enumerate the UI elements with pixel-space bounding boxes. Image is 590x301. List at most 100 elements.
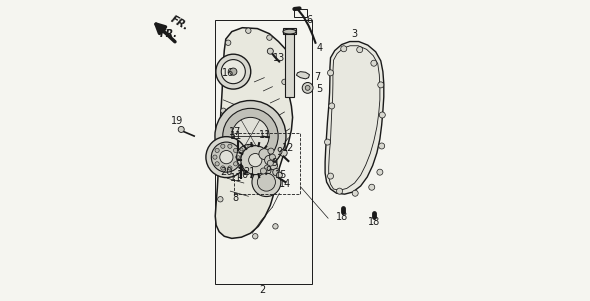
Circle shape [273, 169, 280, 176]
Circle shape [234, 148, 238, 153]
Circle shape [329, 103, 335, 109]
Circle shape [211, 142, 241, 172]
Circle shape [282, 79, 287, 85]
Text: 19: 19 [171, 116, 183, 126]
Text: 13: 13 [273, 53, 286, 63]
Circle shape [223, 108, 278, 164]
Bar [215, 20, 312, 284]
Circle shape [327, 70, 333, 76]
Text: 11: 11 [230, 131, 242, 141]
Circle shape [248, 166, 251, 169]
Circle shape [219, 151, 225, 157]
Circle shape [215, 101, 286, 172]
Text: 16: 16 [222, 68, 234, 78]
Circle shape [213, 155, 217, 159]
Text: 9: 9 [266, 166, 271, 176]
Text: 11: 11 [260, 130, 271, 140]
Text: 2: 2 [260, 284, 266, 295]
Circle shape [225, 40, 231, 45]
Polygon shape [325, 42, 384, 194]
Bar [283, 28, 296, 34]
Text: 10: 10 [237, 170, 250, 180]
Circle shape [259, 149, 270, 160]
Text: 5: 5 [317, 84, 323, 94]
Circle shape [216, 54, 251, 89]
Text: FR.: FR. [160, 29, 178, 39]
Circle shape [221, 166, 225, 170]
Bar [234, 133, 300, 194]
Polygon shape [297, 72, 309, 79]
Circle shape [341, 46, 347, 52]
Bar [286, 32, 294, 97]
Circle shape [260, 168, 267, 174]
Circle shape [221, 60, 245, 84]
Text: 7: 7 [314, 72, 321, 82]
Circle shape [234, 162, 238, 166]
Circle shape [219, 150, 233, 164]
Circle shape [379, 112, 385, 118]
Circle shape [221, 144, 225, 148]
Ellipse shape [283, 29, 296, 34]
Text: 15: 15 [276, 170, 288, 180]
Circle shape [240, 148, 243, 151]
Circle shape [369, 184, 375, 190]
Text: 6: 6 [306, 15, 313, 26]
Circle shape [230, 68, 237, 75]
Circle shape [215, 148, 219, 153]
Circle shape [248, 154, 262, 167]
Circle shape [324, 139, 330, 145]
Circle shape [245, 28, 251, 33]
Text: 18: 18 [336, 212, 349, 222]
Circle shape [267, 160, 273, 166]
Circle shape [257, 173, 276, 191]
Circle shape [371, 60, 377, 66]
Circle shape [267, 48, 273, 54]
Circle shape [270, 154, 276, 160]
Circle shape [378, 82, 384, 88]
Circle shape [237, 156, 240, 159]
Circle shape [267, 35, 272, 40]
Text: 20: 20 [220, 167, 232, 177]
Circle shape [240, 163, 243, 166]
Circle shape [218, 197, 223, 202]
Circle shape [379, 143, 385, 149]
Circle shape [228, 144, 232, 148]
Text: 14: 14 [279, 179, 291, 189]
Circle shape [221, 108, 226, 113]
Text: 8: 8 [232, 193, 238, 203]
Circle shape [228, 166, 232, 170]
Circle shape [255, 163, 258, 166]
Circle shape [253, 234, 258, 239]
Text: 3: 3 [352, 29, 358, 39]
Circle shape [264, 155, 274, 165]
Circle shape [327, 173, 333, 179]
Text: 4: 4 [317, 43, 323, 53]
Text: 11: 11 [230, 173, 242, 183]
Circle shape [248, 145, 251, 148]
Circle shape [252, 168, 281, 197]
Circle shape [237, 144, 262, 170]
Text: FR.: FR. [169, 14, 191, 32]
Circle shape [280, 149, 287, 157]
Circle shape [178, 126, 184, 132]
Circle shape [276, 172, 283, 178]
Text: 9: 9 [271, 158, 277, 168]
Text: 18: 18 [368, 217, 380, 227]
Circle shape [215, 162, 219, 166]
Circle shape [273, 224, 278, 229]
Circle shape [264, 165, 270, 171]
Bar [294, 9, 307, 17]
Circle shape [305, 85, 310, 90]
Circle shape [255, 148, 258, 151]
Circle shape [357, 47, 363, 53]
Circle shape [241, 146, 270, 175]
Circle shape [241, 149, 258, 166]
Text: 12: 12 [282, 143, 294, 153]
Text: 21: 21 [243, 167, 255, 177]
Circle shape [377, 169, 383, 175]
Circle shape [232, 117, 269, 155]
Circle shape [352, 190, 358, 196]
Circle shape [302, 82, 313, 93]
Circle shape [235, 155, 240, 159]
Circle shape [206, 137, 247, 178]
